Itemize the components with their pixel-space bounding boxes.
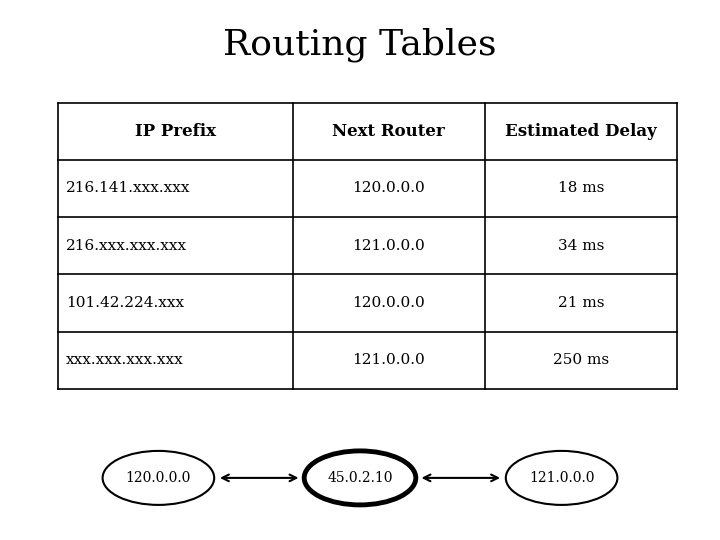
Text: 34 ms: 34 ms	[557, 239, 604, 253]
Text: 120.0.0.0: 120.0.0.0	[126, 471, 191, 485]
Text: 101.42.224.xxx: 101.42.224.xxx	[66, 296, 184, 310]
Text: Next Router: Next Router	[333, 123, 445, 140]
Text: 121.0.0.0: 121.0.0.0	[353, 353, 426, 367]
Text: 121.0.0.0: 121.0.0.0	[353, 239, 426, 253]
Text: 18 ms: 18 ms	[557, 181, 604, 195]
Text: Estimated Delay: Estimated Delay	[505, 123, 657, 140]
Text: Routing Tables: Routing Tables	[223, 27, 497, 62]
Text: 120.0.0.0: 120.0.0.0	[353, 296, 426, 310]
Text: IP Prefix: IP Prefix	[135, 123, 216, 140]
Text: xxx.xxx.xxx.xxx: xxx.xxx.xxx.xxx	[66, 353, 184, 367]
Text: 216.xxx.xxx.xxx: 216.xxx.xxx.xxx	[66, 239, 187, 253]
Text: 21 ms: 21 ms	[557, 296, 604, 310]
Text: 121.0.0.0: 121.0.0.0	[529, 471, 594, 485]
Text: 120.0.0.0: 120.0.0.0	[353, 181, 426, 195]
Text: 45.0.2.10: 45.0.2.10	[328, 471, 392, 485]
Text: 216.141.xxx.xxx: 216.141.xxx.xxx	[66, 181, 191, 195]
Text: 250 ms: 250 ms	[553, 353, 609, 367]
